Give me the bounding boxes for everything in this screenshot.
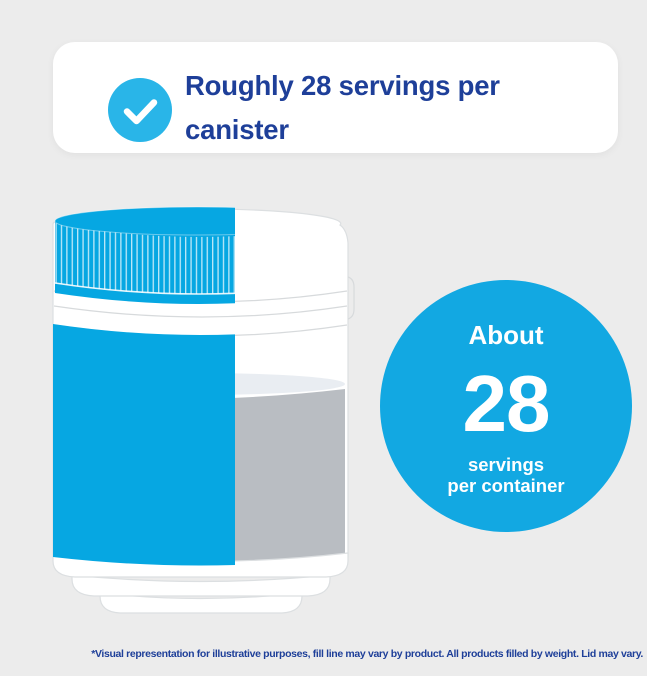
powder-canister-illustration	[50, 205, 356, 620]
headline-card: Roughly 28 servings per canister	[53, 42, 618, 153]
powder-fill	[235, 373, 345, 564]
footnote-disclaimer: *Visual representation for illustrative …	[91, 648, 643, 660]
badge-caption-line1: servings	[467, 454, 545, 475]
badge-label: About	[468, 320, 544, 350]
headline-text: Roughly 28 servings per canister	[185, 70, 500, 145]
canister-blue-overlay	[53, 206, 235, 566]
badge-caption-line2: per container	[447, 475, 565, 496]
badge-caption: servings per container	[447, 454, 564, 496]
checkmark-circle-icon	[108, 78, 172, 142]
badge-value: 28	[462, 359, 551, 448]
servings-badge: About 28 servings per container	[380, 280, 632, 532]
